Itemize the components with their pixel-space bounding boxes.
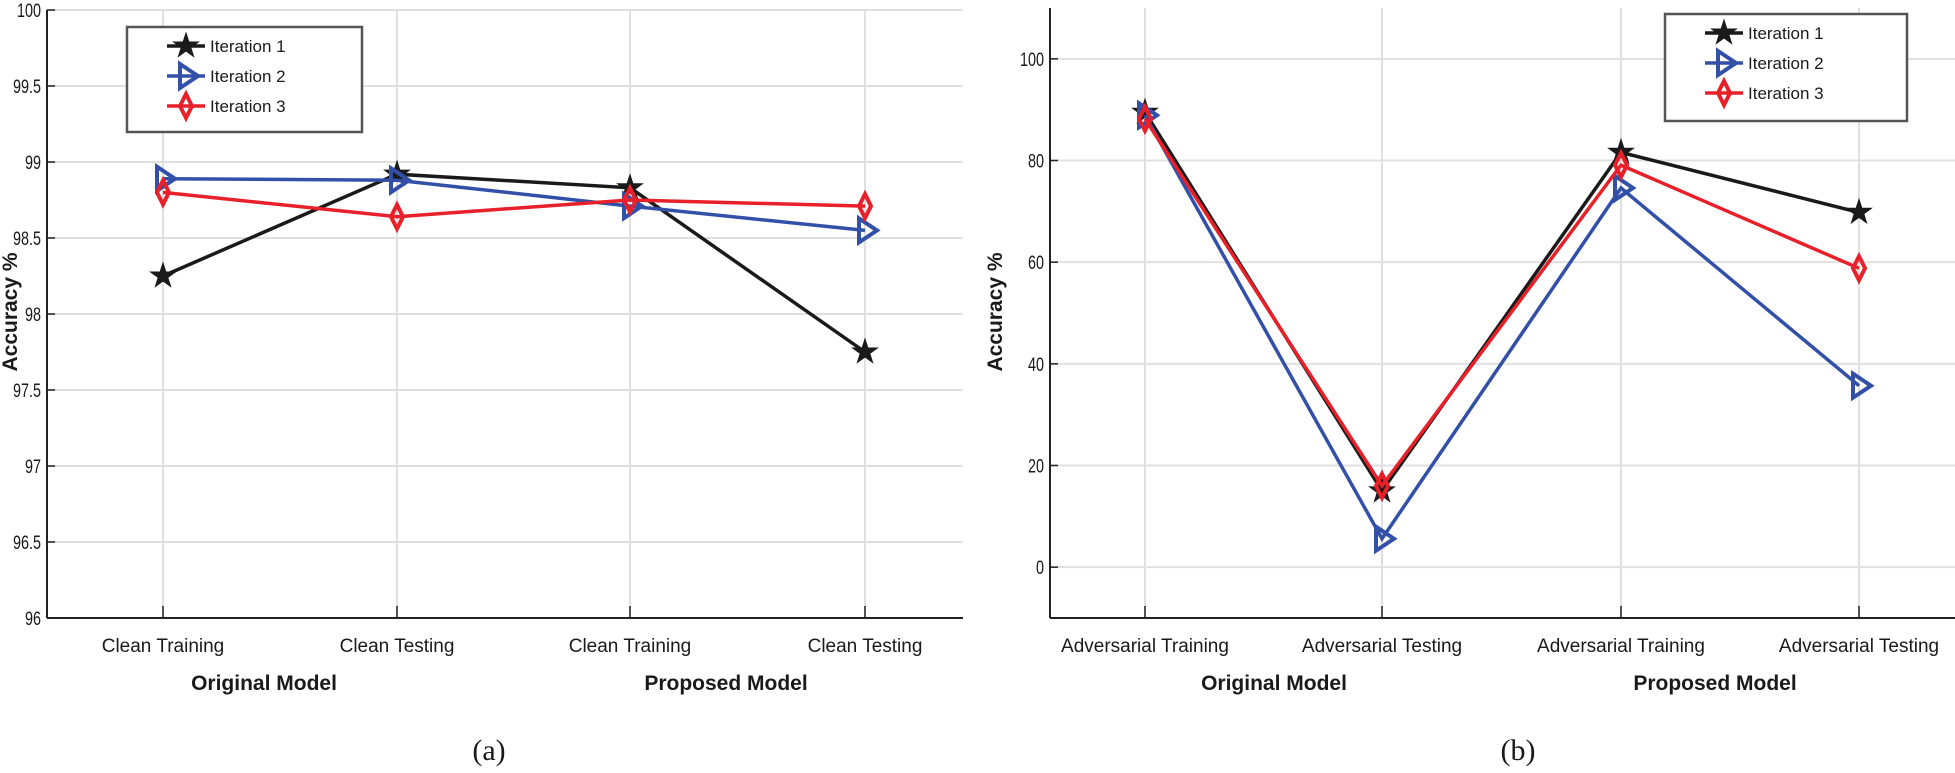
data-point [388,200,406,234]
y-tick-label: 0 [1036,558,1044,579]
data-point [149,261,177,288]
data-point [1845,197,1873,225]
y-tick-label: 97 [25,457,41,478]
x-tick-label: Adversarial Training [1537,636,1705,657]
y-tick-label: 98.5 [13,229,41,250]
data-point [1374,522,1398,555]
data-point [1136,102,1154,136]
data-point [1613,172,1637,204]
data-point [857,214,881,247]
series-2 [1137,99,1875,555]
y-tick-label: 20 [1028,457,1044,478]
data-point [851,337,879,364]
legend-marker [177,89,195,123]
series-line [162,176,866,233]
legend: Iteration 1 Iteration 2 Iteration 3 [1663,12,1909,123]
series-line [162,172,867,354]
legend-label: Iteration 1 [1748,24,1824,43]
data-point [1373,469,1391,503]
data-point [621,183,639,217]
x-tick-label: Clean Training [569,636,692,657]
series-3 [1136,102,1868,503]
group-label: Proposed Model [1633,672,1796,695]
caption: (b) [1501,734,1536,767]
chart-a: 96 96.5 97 97.5 98 98.5 99 99.5 100 Clean Trainin… [0,1,963,767]
y-tick-label: 99.5 [13,77,41,98]
series-line [162,190,866,219]
series-1 [149,159,879,364]
x-tick-label: Clean Training [102,636,225,657]
data-point [856,189,874,223]
data-point [1850,251,1868,285]
legend-label: Iteration 2 [210,67,286,86]
x-tick-label: Adversarial Testing [1302,636,1462,657]
y-axis-label: Accuracy % [0,252,22,371]
group-label: Proposed Model [644,672,807,695]
legend-box [125,25,364,134]
chart-b: 0 20 40 60 80 100 Adversarial Training Adversar… [984,8,1955,767]
data-point [1851,369,1875,402]
series-3 [154,175,874,234]
y-tick-label: 96 [25,609,41,630]
caption: (a) [472,734,505,767]
legend-label: Iteration 2 [1748,54,1824,73]
legend-label: Iteration 3 [1748,84,1824,103]
x-tick-label: Clean Testing [340,636,455,657]
data-point [389,164,413,196]
legend-marker [178,60,202,92]
series-line [1143,117,1860,489]
y-tick-label: 100 [1020,50,1044,71]
data-point [1612,148,1630,182]
group-label: Original Model [191,672,337,695]
legend-marker [1715,76,1733,110]
legend-marker [1710,18,1738,45]
legend: Iteration 1 Iteration 2 Iteration 3 [125,25,364,134]
y-tick-label: 97.5 [13,381,41,402]
legend-marker [1716,47,1740,79]
legend-label: Iteration 3 [210,97,286,116]
y-tick-label: 60 [1028,253,1044,274]
y-tick-label: 98 [25,305,41,326]
y-tick-label: 100 [17,1,41,22]
x-tick-label: Adversarial Testing [1779,636,1939,657]
series-line [1143,114,1861,543]
y-axis-label: Accuracy % [984,252,1007,371]
x-tick-label: Clean Testing [808,636,923,657]
y-tick-label: 80 [1028,152,1044,173]
y-tick-label: 40 [1028,355,1044,376]
data-point [154,175,172,209]
group-label: Original Model [1201,672,1347,695]
series-line [1143,111,1860,495]
x-tick-label: Adversarial Training [1061,636,1229,657]
legend-label: Iteration 1 [210,37,286,56]
y-tick-label: 99 [25,153,41,174]
legend-marker [172,31,200,58]
y-tick-label: 96.5 [13,533,41,554]
